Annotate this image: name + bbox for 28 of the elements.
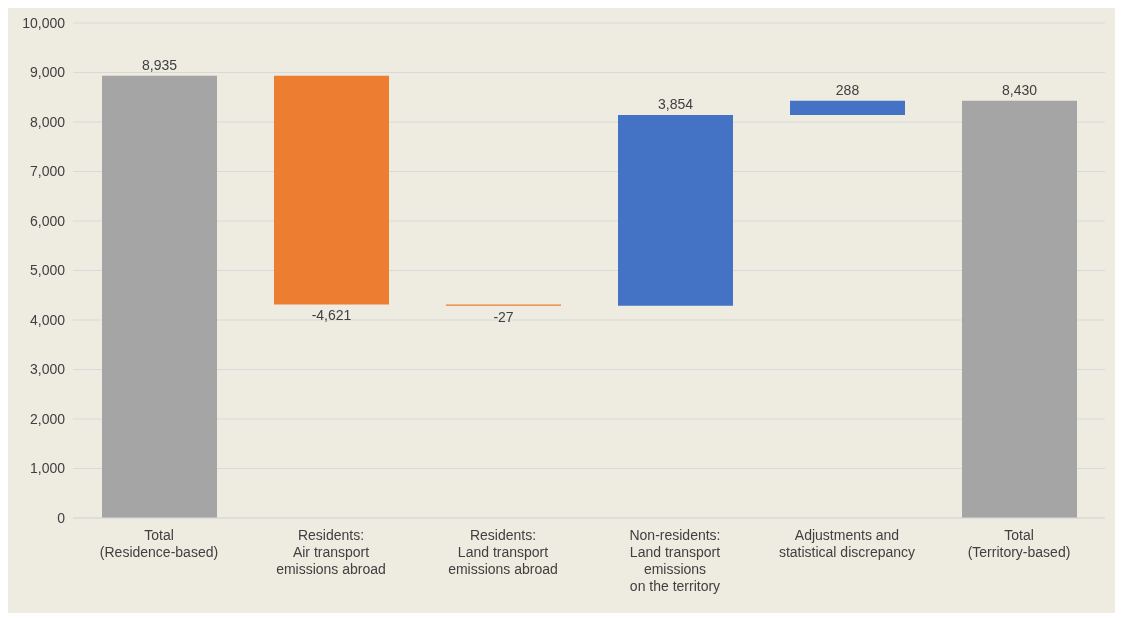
y-tick-label: 9,000 [29, 64, 66, 81]
bar [962, 100, 1077, 518]
y-tick-label: 5,000 [29, 262, 66, 279]
x-tick-label: Non-residents: Land transport emissions on the territory [629, 527, 721, 594]
data-label: 8,430 [1001, 81, 1038, 98]
bar [274, 75, 389, 305]
data-label: -4,621 [311, 307, 352, 324]
x-tick-label: Adjustments and statistical discrepancy [778, 527, 916, 560]
data-label: 8,935 [141, 56, 178, 73]
data-label: 288 [835, 81, 860, 98]
data-label: -27 [493, 308, 514, 325]
y-tick-label: 0 [57, 509, 66, 526]
y-tick-label: 3,000 [29, 361, 66, 378]
y-tick-label: 7,000 [29, 163, 66, 180]
bar [102, 75, 217, 518]
y-tick-label: 1,000 [29, 460, 66, 477]
x-tick-label: Total (Territory-based) [967, 527, 1071, 560]
y-tick-label: 10,000 [22, 14, 66, 31]
x-tick-label: Total (Residence-based) [99, 527, 219, 560]
x-tick-label: Residents: Land transport emissions abroad [448, 527, 558, 577]
bar [790, 100, 905, 116]
y-tick-label: 8,000 [29, 113, 66, 130]
bar [618, 115, 733, 306]
y-tick-label: 2,000 [29, 410, 66, 427]
data-label: 3,854 [657, 96, 694, 113]
y-tick-label: 6,000 [29, 212, 66, 229]
x-tick-label: Residents: Air transport emissions abroad [276, 527, 386, 577]
y-tick-label: 4,000 [29, 311, 66, 328]
